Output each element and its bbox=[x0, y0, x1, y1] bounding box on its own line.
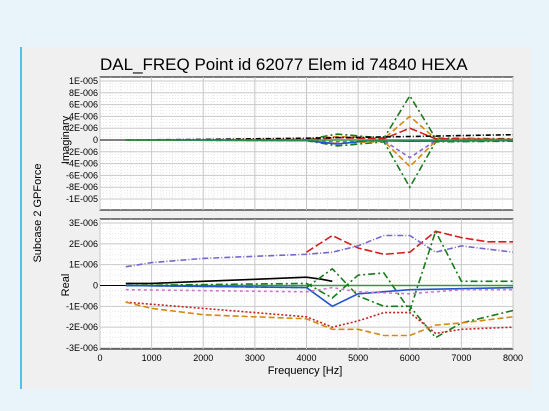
chart-title: DAL_FREQ Point id 62077 Elem id 74840 HE… bbox=[100, 55, 468, 74]
y-tick-label: 2E-006 bbox=[69, 123, 98, 133]
y-tick-label: 0 bbox=[93, 281, 98, 291]
y-tick-label: 1E-005 bbox=[69, 76, 98, 86]
series-line-2-3 bbox=[125, 276, 333, 285]
chart-svg: DAL_FREQ Point id 62077 Elem id 74840 HE… bbox=[32, 55, 523, 377]
x-tick-label: 5000 bbox=[348, 353, 368, 363]
series-line-2-5 bbox=[125, 229, 513, 313]
y-tick-label: -4E-006 bbox=[66, 159, 98, 169]
outer-y-axis-label: Subcase 2 GPForce bbox=[32, 163, 44, 262]
y-tick-label: -2E-006 bbox=[66, 322, 98, 332]
y-tick-label: 3E-006 bbox=[69, 218, 98, 228]
series-line-2-1 bbox=[306, 230, 513, 256]
x-tick-label: 0 bbox=[97, 353, 102, 363]
x-tick-label: 8000 bbox=[503, 353, 523, 363]
y-tick-label: 1E-006 bbox=[69, 260, 98, 270]
y-tick-label: 8E-006 bbox=[69, 88, 98, 98]
series-line-2-10 bbox=[125, 286, 513, 295]
y-tick-label: -3E-006 bbox=[66, 343, 98, 353]
y-axis-label-2: Real bbox=[60, 274, 72, 297]
y-tick-label: 6E-006 bbox=[69, 100, 98, 110]
y-tick-label: 0 bbox=[93, 135, 98, 145]
series-line-2-6 bbox=[125, 267, 514, 339]
y-axis-label-1: Imaginary bbox=[60, 115, 72, 164]
x-tick-label: 4000 bbox=[296, 353, 316, 363]
y-tick-label: -1E-005 bbox=[66, 194, 98, 204]
y-tick-label: -6E-006 bbox=[66, 170, 98, 180]
y-tick-label: -2E-006 bbox=[66, 147, 98, 157]
series-line-2-2 bbox=[125, 234, 514, 268]
x-tick-label: 2000 bbox=[193, 353, 213, 363]
x-tick-label: 1000 bbox=[142, 353, 162, 363]
y-tick-label: -1E-006 bbox=[66, 301, 98, 311]
series-line-2-7 bbox=[125, 284, 514, 308]
y-tick-label: -8E-006 bbox=[66, 182, 98, 192]
chart-panel: DAL_FREQ Point id 62077 Elem id 74840 HE… bbox=[20, 47, 531, 389]
series-line-2-8 bbox=[125, 301, 514, 335]
x-axis-label: Frequency [Hz] bbox=[268, 365, 343, 377]
y-tick-label: 4E-006 bbox=[69, 111, 98, 121]
y-tick-label: 2E-006 bbox=[69, 239, 98, 249]
x-tick-label: 7000 bbox=[451, 353, 471, 363]
series-line-2-9 bbox=[125, 301, 514, 337]
x-tick-label: 3000 bbox=[245, 353, 265, 363]
x-tick-label: 6000 bbox=[400, 353, 420, 363]
